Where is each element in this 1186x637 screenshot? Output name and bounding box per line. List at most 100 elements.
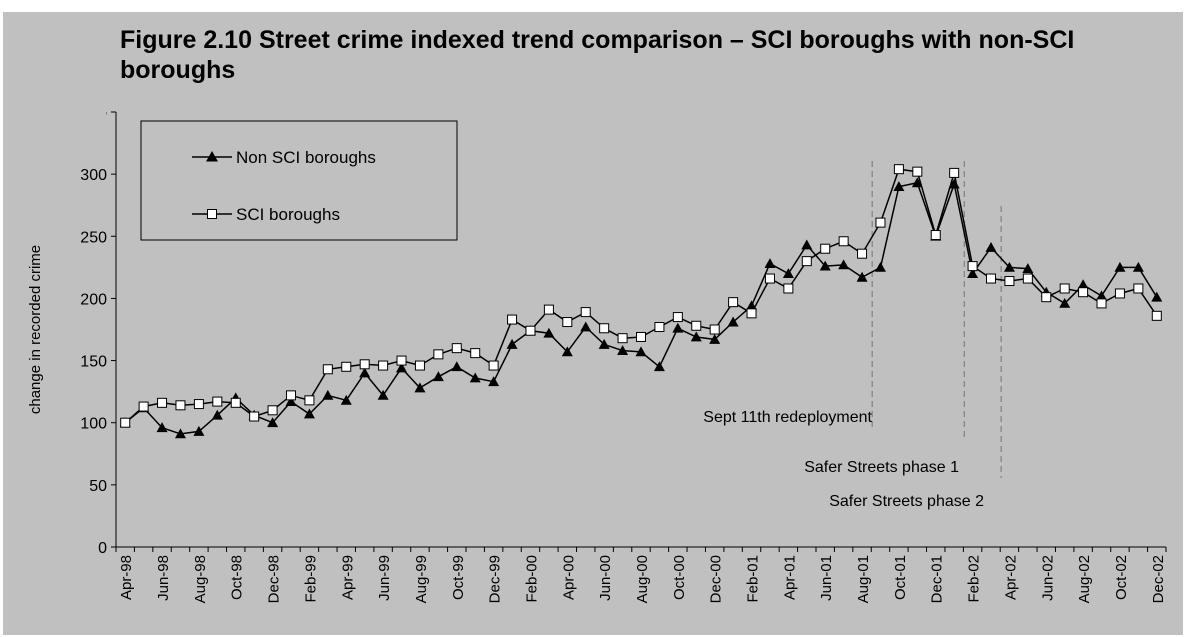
data-point-sci <box>967 261 978 272</box>
y-tick-label: 100 <box>80 416 107 433</box>
data-point-non-sci <box>1059 297 1071 308</box>
data-point-non-sci <box>782 268 794 278</box>
data-point-sci <box>138 401 149 412</box>
data-point-non-sci <box>874 261 886 272</box>
data-point-non-sci <box>359 367 371 378</box>
data-point-sci <box>488 360 499 371</box>
data-point-sci <box>893 164 904 175</box>
data-point-non-sci <box>764 258 776 269</box>
data-point-sci <box>1151 310 1162 321</box>
data-point-sci <box>764 273 775 284</box>
annotation-label: Safer Streets phase 1 <box>804 459 959 476</box>
data-point-non-sci <box>1151 291 1163 302</box>
data-point-non-sci <box>414 382 426 393</box>
data-point-sci <box>709 324 720 335</box>
data-point-sci <box>1114 288 1125 299</box>
x-tick-label: Apr-98 <box>118 555 135 600</box>
data-point-sci <box>433 349 444 360</box>
data-point-non-sci <box>893 181 905 191</box>
data-point-sci <box>378 360 389 371</box>
data-point-non-sci <box>340 394 352 405</box>
x-tick-label: Dec-01 <box>929 555 946 603</box>
y-axis-label: change in recorded crime <box>27 245 44 414</box>
data-point-sci <box>212 396 223 407</box>
x-tick-label: Oct-98 <box>229 555 246 600</box>
x-tick-label: Oct-00 <box>671 555 688 600</box>
data-point-non-sci <box>635 346 647 357</box>
x-tick-label: Apr-02 <box>1002 555 1019 600</box>
data-point-non-sci <box>156 422 168 433</box>
data-point-sci <box>912 166 923 177</box>
annotation-label: Sept 11th redeployment <box>703 409 872 426</box>
x-tick-label: Aug-00 <box>634 555 651 603</box>
data-point-non-sci <box>211 409 223 420</box>
data-point-non-sci <box>911 177 923 188</box>
legend-box <box>140 120 458 241</box>
x-tick-label: Jun-01 <box>818 555 835 601</box>
data-point-non-sci <box>377 389 389 400</box>
x-tick-label: Feb-01 <box>745 555 762 603</box>
y-tick-label: 200 <box>80 291 107 308</box>
data-point-sci <box>1004 276 1015 287</box>
y-tick-label: 50 <box>89 478 107 495</box>
data-point-sci <box>930 230 941 241</box>
x-tick-label: Jun-98 <box>155 555 172 601</box>
data-point-non-sci <box>617 345 629 356</box>
x-tick-label: Oct-99 <box>450 555 467 600</box>
data-point-non-sci <box>543 327 555 338</box>
data-point-sci <box>746 308 757 319</box>
data-point-sci <box>838 236 849 247</box>
data-point-sci <box>525 325 536 336</box>
x-tick-label: Aug-01 <box>855 555 872 603</box>
y-tick-label: 250 <box>80 229 107 246</box>
data-point-sci <box>396 355 407 366</box>
data-point-sci <box>230 397 241 408</box>
data-point-sci <box>341 361 352 372</box>
data-point-non-sci <box>322 389 334 400</box>
data-point-sci <box>267 405 278 416</box>
data-point-sci <box>1022 273 1033 284</box>
data-point-non-sci <box>985 241 997 252</box>
data-point-non-sci <box>1077 279 1089 290</box>
data-point-sci <box>672 312 683 323</box>
data-point-non-sci <box>1003 261 1015 272</box>
x-tick-label: Aug-99 <box>413 555 430 603</box>
annotation-label: Safer Streets phase 2 <box>829 493 984 510</box>
data-point-non-sci <box>432 371 444 382</box>
data-point-non-sci <box>561 346 573 357</box>
data-point-sci <box>175 400 186 411</box>
data-point-sci <box>1096 298 1107 309</box>
data-point-non-sci <box>285 396 297 406</box>
x-tick-label: Jun-99 <box>376 555 393 601</box>
data-point-non-sci <box>488 376 500 387</box>
data-point-sci <box>857 248 868 259</box>
data-point-sci <box>1133 283 1144 294</box>
data-point-sci <box>654 322 665 333</box>
data-point-sci <box>543 304 554 315</box>
data-point-sci <box>120 417 131 428</box>
data-point-non-sci <box>451 361 463 372</box>
data-point-non-sci <box>801 239 813 250</box>
x-tick-label: Aug-02 <box>1076 555 1093 603</box>
data-point-non-sci <box>303 408 315 419</box>
data-point-non-sci <box>653 361 665 372</box>
x-tick-label: Aug-98 <box>192 555 209 603</box>
x-tick-label: Feb-99 <box>302 555 319 603</box>
legend-label: Non SCI boroughs <box>236 148 376 167</box>
data-point-sci <box>580 307 591 318</box>
data-point-sci <box>691 320 702 331</box>
data-point-sci <box>286 390 296 401</box>
data-point-non-sci <box>1096 290 1108 301</box>
data-point-sci <box>636 331 646 342</box>
x-tick-label: Jun-02 <box>1039 555 1056 601</box>
data-point-sci <box>986 273 996 284</box>
x-tick-label: Feb-02 <box>966 555 983 603</box>
data-point-sci <box>507 314 518 325</box>
y-tick-label: 350 <box>80 105 107 122</box>
x-tick-label: Apr-01 <box>781 555 798 600</box>
data-point-sci <box>1041 292 1052 303</box>
data-point-sci <box>322 364 333 375</box>
data-point-sci <box>801 256 812 267</box>
data-point-sci <box>728 297 739 308</box>
